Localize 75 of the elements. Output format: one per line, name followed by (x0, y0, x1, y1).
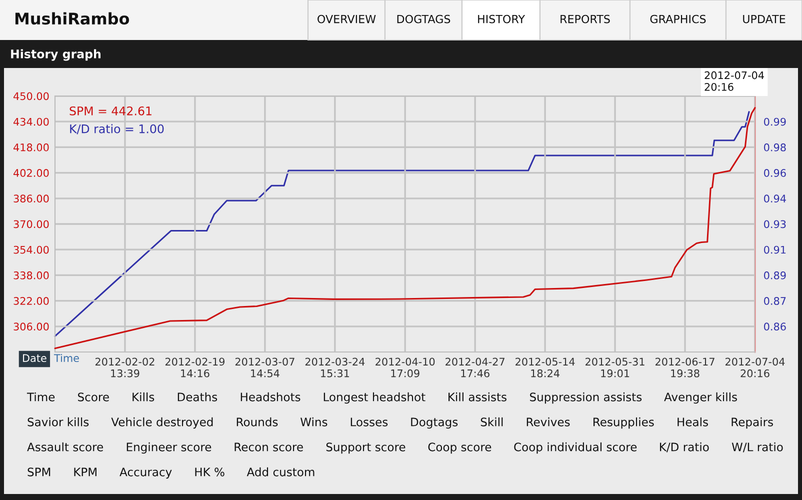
x-tick-label: 2012-05-31 19:01 (586, 358, 644, 378)
text: MushiRambo (15, 12, 130, 25)
text: GRAPHICS (650, 14, 706, 24)
text: Time (54, 354, 79, 362)
text: Avenger kills (664, 392, 737, 404)
x-tick-label: 2012-06-17 19:38 (656, 358, 714, 378)
x-tick-label: 2012-05-14 18:24 (516, 358, 575, 378)
text: Recon score (234, 442, 303, 452)
x-tick-label: 2012-03-24 15:31 (305, 358, 365, 378)
text: KPM (74, 468, 96, 476)
chart-title: History graph (11, 49, 101, 61)
text: HISTORY (478, 14, 526, 24)
y-tick-label: 450.00 (14, 92, 49, 100)
text: Score (78, 392, 109, 402)
text: Accuracy (120, 468, 172, 479)
y-tick-label: 386.00 (14, 194, 49, 203)
y-tick-label: 370.00 (14, 220, 49, 228)
text: Resupplies (594, 417, 654, 429)
text: Dogtags (411, 418, 458, 429)
y-tick-label: 434.00 (14, 118, 49, 126)
text: Longest headshot (324, 392, 426, 404)
text: Revives (526, 417, 570, 426)
text: SPM = 442.61 (70, 106, 152, 116)
text: Savior kills (28, 417, 89, 426)
text: Kill assists (448, 392, 506, 402)
y2-tick-label: 0.93 (764, 220, 786, 228)
text: Suppression assists (530, 392, 642, 404)
text: Time (26, 392, 55, 402)
text: K/D ratio = 1.00 (70, 124, 164, 134)
y-tick-label: 418.00 (14, 143, 49, 152)
text: DOGTAGS (397, 14, 450, 24)
y2-tick-label: 0.99 (764, 118, 786, 126)
text: UPDATE (743, 14, 786, 24)
x-tick-label: 2012-02-19 14:16 (165, 358, 224, 378)
text: K/D ratio (660, 442, 709, 452)
x-tick-label: 2012-04-27 17:46 (446, 358, 504, 378)
y2-tick-label: 0.86 (764, 322, 786, 331)
y2-tick-label: 0.87 (764, 297, 786, 305)
text: Coop score (428, 442, 492, 454)
text: Heals (678, 417, 708, 426)
text: Repairs (732, 417, 773, 429)
text: Headshots (240, 392, 300, 402)
text: W/L ratio (732, 442, 783, 452)
x-tick-label: 2012-04-10 17:09 (376, 358, 435, 378)
text: Add custom (246, 467, 314, 476)
y-tick-label: 322.00 (14, 297, 49, 305)
text: 2012-07-04 20:16 (704, 71, 764, 91)
x-tick-label: 2012-02-02 13:39 (95, 358, 154, 378)
text: Vehicle destroyed (111, 417, 213, 429)
y2-tick-label: 0.98 (764, 143, 786, 152)
text: Coop individual score (514, 442, 637, 454)
y-tick-label: 402.00 (14, 169, 49, 177)
text: Losses (350, 418, 388, 426)
text: OVERVIEW (318, 14, 376, 24)
x-tick-label: 2012-03-07 14:54 (235, 358, 294, 378)
text: Engineer score (126, 442, 212, 454)
text: Kills (132, 392, 154, 402)
y-tick-label: 306.00 (14, 322, 49, 331)
text: Wins (300, 417, 328, 426)
y-tick-label: 354.00 (14, 246, 49, 254)
text: Support score (326, 442, 406, 454)
text: SPM (28, 468, 50, 476)
text: Rounds (236, 417, 278, 426)
x-tick-label: 2012-07-04 20:16 (725, 358, 785, 378)
y2-tick-label: 0.94 (764, 194, 786, 203)
text: REPORTS (560, 14, 610, 24)
text: Assault score (27, 442, 104, 452)
y-tick-label: 338.00 (14, 271, 49, 280)
text: Skill (480, 417, 503, 426)
y2-tick-label: 0.96 (764, 169, 786, 177)
y2-tick-label: 0.91 (764, 246, 786, 254)
text: Date (23, 354, 46, 362)
text: Deaths (178, 392, 218, 402)
y2-tick-label: 0.89 (764, 271, 786, 280)
text: HK % (195, 468, 224, 476)
